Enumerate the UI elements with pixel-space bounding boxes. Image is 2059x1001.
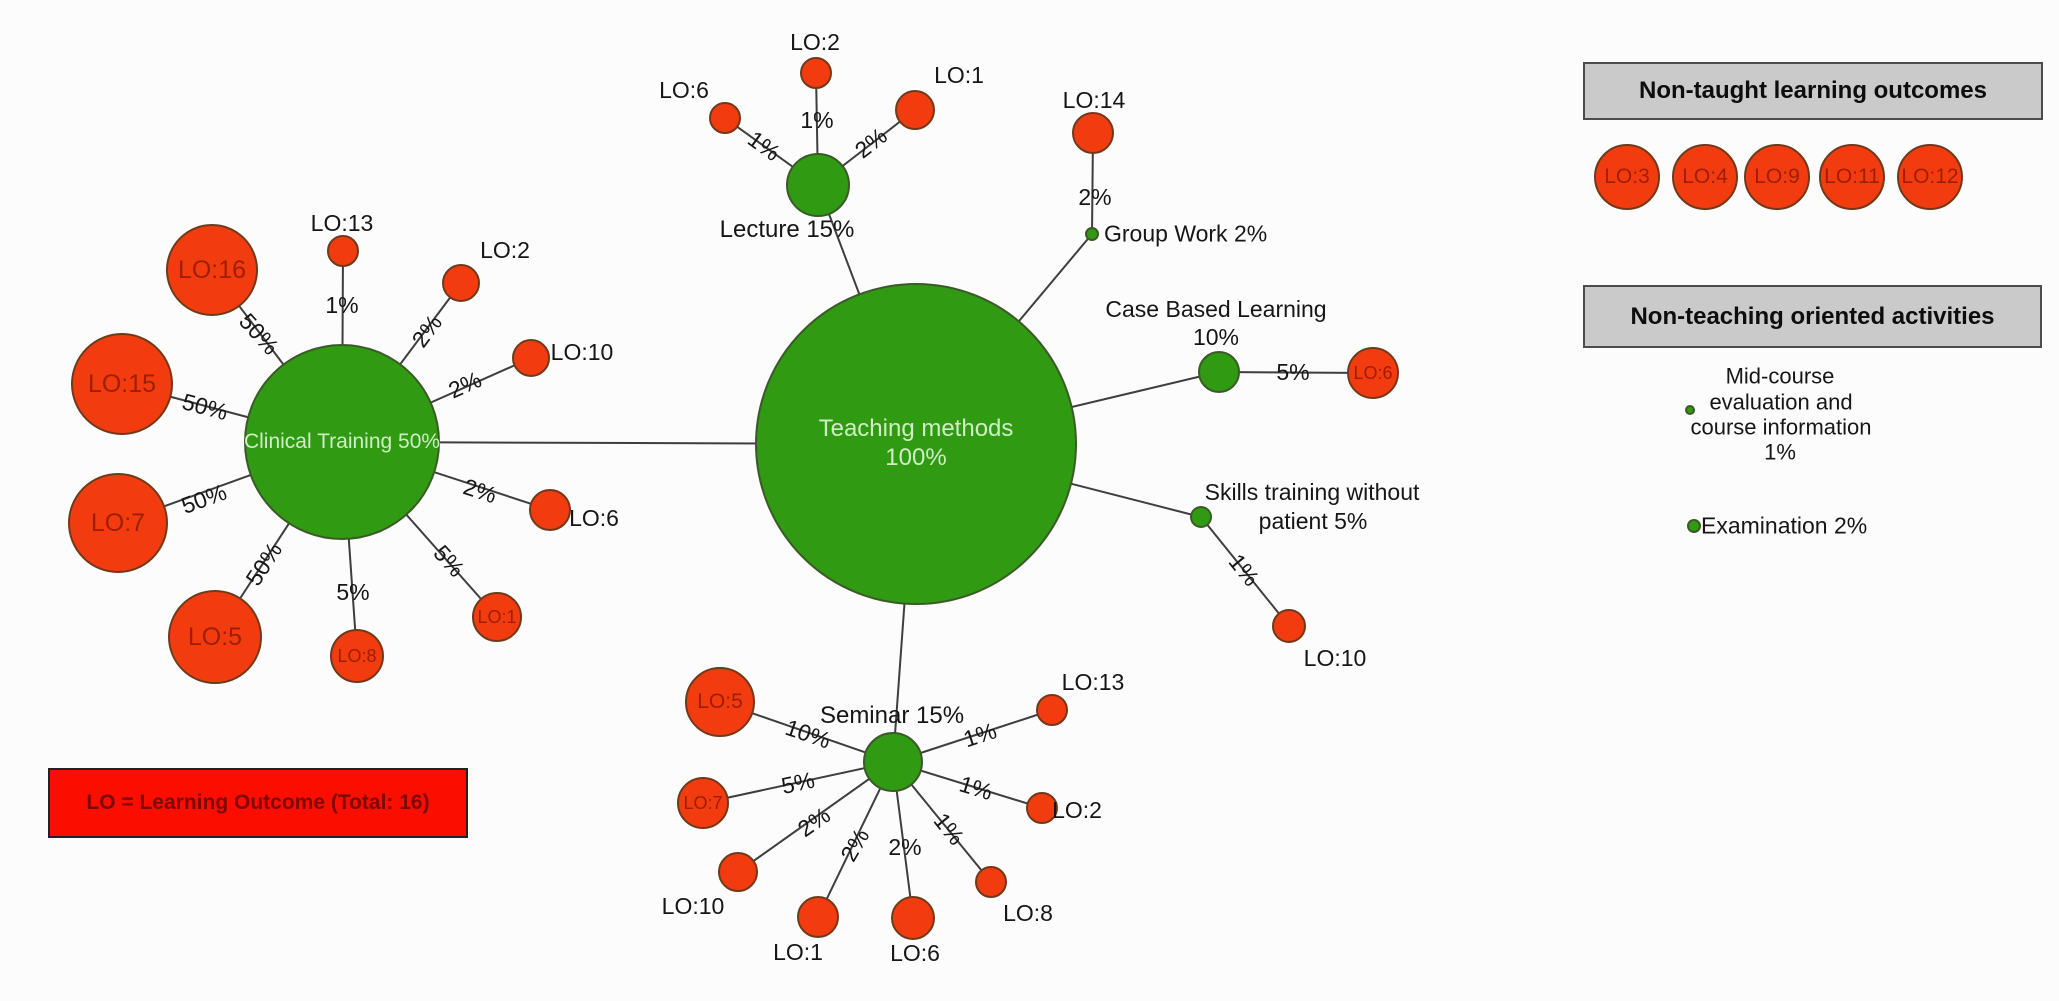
seminar-label: Seminar 15% [819, 702, 965, 730]
skills-lo10-label: LO:10 [1303, 644, 1367, 671]
clinical-lo10-label: LO:10 [550, 338, 614, 365]
edge-skills-lo10 [1200, 516, 1290, 627]
teaching-methods-label: Teaching methods 100% [818, 415, 1014, 471]
node-clinical-lo13 [327, 235, 359, 267]
skills-label-line2: patient 5% [1258, 507, 1368, 534]
clinical-lo8-label: LO:8 [337, 645, 377, 666]
node-seminar-lo6 [891, 896, 935, 940]
node-clinical-lo6 [529, 489, 571, 531]
node-seminar-lo2 [1026, 792, 1058, 824]
seminar-lo7-label: LO:7 [683, 792, 723, 813]
node-lecture-lo2 [800, 57, 832, 89]
lecture-label: Lecture 15% [719, 216, 855, 244]
pct-casebased-lo6: 5% [1276, 358, 1310, 385]
node-lecture [786, 153, 850, 217]
clinical-lo7-label: LO:7 [90, 508, 146, 537]
node-clinical-lo10 [512, 339, 550, 377]
groupwork-lo14-label: LO:14 [1062, 86, 1126, 113]
casebased-lo6-label: LO:6 [1353, 362, 1393, 383]
edge-seminar-lo10 [737, 761, 894, 873]
node-groupwork-lo14 [1072, 112, 1114, 154]
node-seminar-lo8 [975, 866, 1007, 898]
node-clinical-lo2 [442, 264, 480, 302]
seminar-lo13-label: LO:13 [1061, 668, 1125, 695]
node-casebased-lo6: LO:6 [1347, 347, 1399, 399]
clinical-training-label: Clinical Training 50% [243, 430, 441, 454]
group-work-label: Group Work 2% [1104, 220, 1268, 247]
node-seminar-lo7: LO:7 [677, 777, 729, 829]
node-nontaught-lo3: LO:3 [1594, 144, 1660, 210]
node-seminar-lo10 [718, 852, 758, 892]
seminar-lo10-label: LO:10 [661, 892, 725, 919]
mid-course-label-line3: course information [1690, 414, 1872, 440]
pct-clinical-lo13: 1% [325, 291, 359, 318]
node-lecture-lo6 [709, 102, 741, 134]
clinical-lo16-label: LO:16 [177, 255, 247, 284]
non-teaching-header: Non-teaching oriented activities [1583, 285, 2042, 348]
pct-groupwork-lo14: 2% [1078, 183, 1112, 210]
clinical-lo5-label: LO:5 [187, 622, 243, 651]
node-clinical-lo1: LO:1 [472, 592, 522, 642]
mid-course-dot [1685, 405, 1695, 415]
node-group-work [1085, 227, 1099, 241]
node-nontaught-lo11: LO:11 [1819, 144, 1885, 210]
node-nontaught-lo4: LO:4 [1672, 144, 1738, 210]
node-clinical-lo5: LO:5 [168, 590, 262, 684]
nontaught-lo3-label: LO:3 [1604, 165, 1650, 188]
seminar-lo2-label: LO:2 [1052, 796, 1102, 823]
node-teaching-methods: Teaching methods 100% [755, 283, 1077, 605]
clinical-lo13-label: LO:13 [310, 209, 374, 236]
node-nontaught-lo12: LO:12 [1897, 144, 1963, 210]
node-lecture-lo1 [895, 90, 935, 130]
seminar-lo6-label: LO:6 [890, 939, 940, 966]
nontaught-lo9-label: LO:9 [1754, 165, 1800, 188]
mid-course-label-line1: Mid-course [1725, 363, 1835, 389]
node-clinical-lo8: LO:8 [330, 629, 384, 683]
node-nontaught-lo9: LO:9 [1744, 144, 1810, 210]
node-skills-training [1190, 506, 1212, 528]
legend-text: LO = Learning Outcome (Total: 16) [86, 791, 430, 814]
case-based-label-line2: 10% [1192, 323, 1240, 350]
node-clinical-lo15: LO:15 [71, 333, 173, 435]
mid-course-label-line4: 1% [1764, 439, 1796, 465]
pct-clinical-lo8: 5% [336, 578, 370, 605]
lecture-lo1-label: LO:1 [934, 61, 984, 88]
node-clinical-lo16: LO:16 [166, 224, 258, 316]
case-based-label-line1: Case Based Learning [1105, 295, 1327, 322]
lecture-lo2-label: LO:2 [790, 28, 840, 55]
seminar-lo1-label: LO:1 [773, 938, 823, 965]
examination-label: Examination 2% [1701, 512, 1868, 539]
mid-course-label-line2: evaluation and [1709, 389, 1853, 415]
lecture-lo6-label: LO:6 [659, 76, 709, 103]
clinical-lo2-label: LO:2 [480, 236, 530, 263]
examination-dot [1687, 519, 1701, 533]
non-taught-header: Non-taught learning outcomes [1583, 62, 2043, 120]
node-seminar-lo1 [797, 896, 839, 938]
node-clinical-training: Clinical Training 50% [244, 344, 440, 540]
clinical-lo15-label: LO:15 [87, 369, 157, 398]
clinical-lo1-label: LO:1 [477, 606, 517, 627]
clinical-lo6-label: LO:6 [569, 504, 619, 531]
nontaught-lo12-label: LO:12 [1901, 165, 1959, 188]
edge-seminar-lo7 [702, 761, 894, 804]
seminar-lo5-label: LO:5 [697, 690, 743, 713]
node-seminar-lo13 [1036, 694, 1068, 726]
node-seminar [863, 732, 923, 792]
node-clinical-lo7: LO:7 [68, 473, 168, 573]
nontaught-lo11-label: LO:11 [1824, 165, 1880, 188]
node-seminar-lo5: LO:5 [685, 667, 755, 737]
skills-label-line1: Skills training without [1204, 478, 1420, 505]
legend-box: LO = Learning Outcome (Total: 16) [48, 768, 468, 838]
pct-lecture-lo2: 1% [800, 106, 834, 133]
seminar-lo8-label: LO:8 [1003, 899, 1053, 926]
node-skills-lo10 [1272, 609, 1306, 643]
pct-seminar-lo6: 2% [888, 833, 922, 860]
node-case-based-learning [1198, 351, 1240, 393]
nontaught-lo4-label: LO:4 [1682, 165, 1728, 188]
